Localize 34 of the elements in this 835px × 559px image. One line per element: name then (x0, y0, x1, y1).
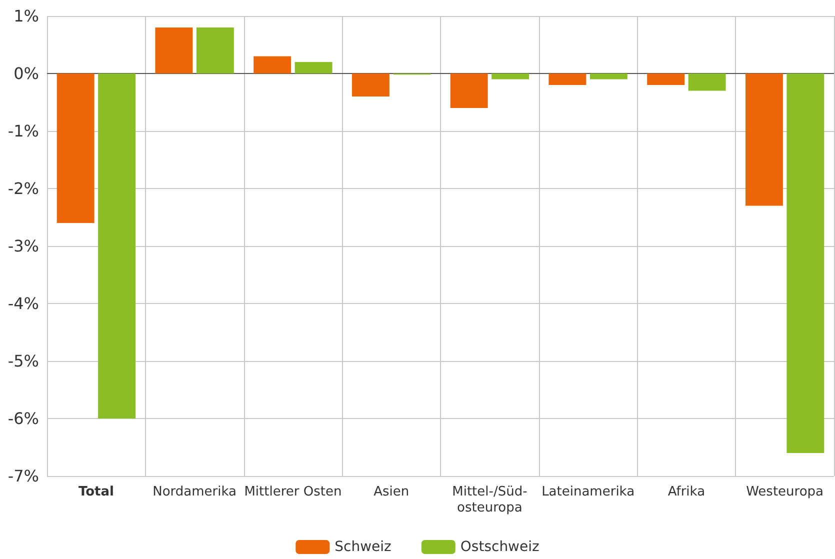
bar (196, 28, 234, 74)
y-tick-label: -7% (8, 466, 39, 486)
y-tick-label: -4% (8, 294, 39, 313)
y-tick-label: -5% (8, 352, 39, 370)
bar (548, 74, 586, 85)
bar (647, 74, 685, 85)
bar (688, 74, 726, 91)
x-tick-label: Westeuropa (746, 484, 824, 500)
x-tick-label: Asien (374, 484, 410, 500)
legend-label: Schweiz (334, 539, 392, 555)
bar (254, 56, 292, 74)
bar (98, 74, 136, 418)
bar (352, 74, 390, 96)
bar (294, 62, 332, 74)
x-tick-label: Lateinamerika (542, 484, 635, 500)
bar (786, 74, 824, 453)
bar (56, 74, 94, 223)
y-tick-label: -3% (8, 236, 39, 256)
bar (155, 28, 193, 74)
bar (492, 74, 530, 80)
x-tick-label: Total (78, 484, 114, 500)
y-tick-label: -2% (8, 179, 39, 198)
x-tick-label: Mittel-/Süd-osteuropa (452, 484, 528, 516)
legend-label: Ostschweiz (460, 539, 540, 555)
bar (590, 74, 628, 80)
bar (450, 74, 488, 108)
y-tick-label: -6% (8, 409, 39, 428)
x-tick-label: Nordamerika (152, 484, 237, 500)
y-tick-label: 1% (14, 6, 39, 26)
y-tick-label: -1% (8, 122, 39, 140)
x-tick-label: Afrika (668, 484, 706, 500)
x-tick-label: Mittlerer Osten (244, 484, 342, 500)
bar (745, 74, 783, 206)
y-tick-label: 0% (14, 64, 39, 83)
